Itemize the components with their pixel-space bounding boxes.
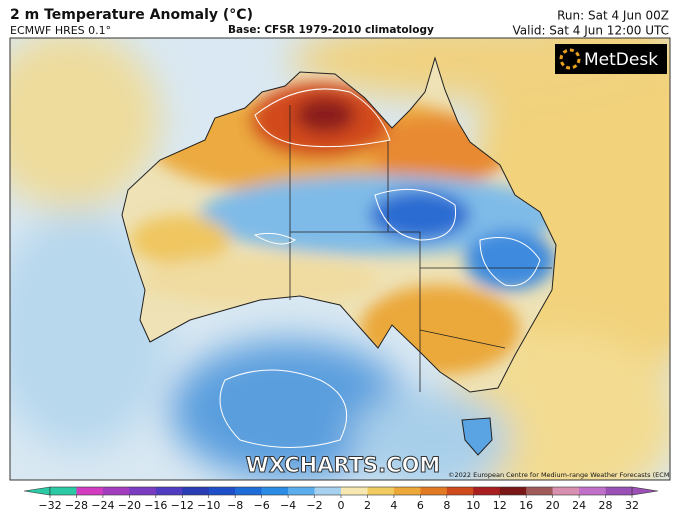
colorbar-tick-label: −10	[197, 499, 220, 512]
colorbar-segment	[129, 487, 157, 495]
colorbar-segment	[182, 487, 210, 495]
map-frame	[9, 37, 671, 481]
colorbar-tick-label: 12	[493, 499, 507, 512]
state-borders	[289, 105, 552, 392]
colorbar-segment	[261, 487, 289, 495]
anomaly-map: MetDesk WXCHARTS.COM ©2022 European Cent…	[10, 38, 680, 480]
colorbar-segment	[208, 487, 236, 495]
colorbar-segment	[341, 487, 368, 495]
colorbar-segment	[499, 487, 527, 495]
colorbar-segment	[50, 487, 77, 495]
run: Run: Sat 4 Jun 00Z	[557, 9, 669, 23]
colorbar-extend-high	[631, 486, 659, 496]
colorbar-tick-label: 6	[417, 499, 424, 512]
colorbar-segment	[420, 487, 448, 495]
colorbar-tick-label: 24	[572, 499, 586, 512]
colorbar-segment	[446, 487, 474, 495]
metdesk-logo: MetDesk	[555, 44, 667, 74]
colorbar-segment	[102, 487, 130, 495]
colorbar-segment	[155, 487, 183, 495]
colorbar-tick-label: 28	[599, 499, 613, 512]
contours	[219, 88, 541, 448]
colorbar-tick-label: 20	[546, 499, 560, 512]
colorbar-tick-label: −12	[171, 499, 194, 512]
colorbar-segment	[473, 487, 501, 495]
colorbar-segment	[367, 487, 395, 495]
colorbar-tick-label: −32	[38, 499, 61, 512]
tasmania	[461, 417, 493, 456]
colorbar-segment	[76, 487, 104, 495]
colorbar-tick-label: −28	[65, 499, 88, 512]
colorbar-tick-label: −4	[280, 499, 296, 512]
colorbar-tick-label: −16	[144, 499, 167, 512]
colorbar-tick-label: 32	[625, 499, 639, 512]
valid: Valid: Sat 4 Jun 12:00 UTC	[513, 24, 669, 38]
title: 2 m Temperature Anomaly (°C)	[10, 7, 253, 23]
colorbar-tick-label: 16	[519, 499, 533, 512]
colorbar-tick-label: 2	[364, 499, 371, 512]
colorbar-segment	[288, 487, 315, 495]
colorbar-tick-label: −24	[91, 499, 114, 512]
colorbar-tick-label: 8	[443, 499, 450, 512]
colorbar-tick-label: −20	[118, 499, 141, 512]
colorbar-segment	[393, 487, 421, 495]
colorbar-segment	[605, 487, 633, 495]
colorbar: −32 −28 −24 −20 −16 −12 −10 −8 −6 −4 −2 0 2 4 6 8 10 12 16…	[23, 486, 659, 512]
copyright: ©2022 European Centre for Medium-range W…	[448, 471, 680, 479]
colorbar-segment	[579, 487, 606, 495]
colorbar-tick-label: −8	[227, 499, 243, 512]
colorbar-extend-low	[23, 486, 51, 496]
colorbar-segment	[526, 487, 553, 495]
coastline	[121, 56, 557, 393]
colorbar-segment	[314, 487, 342, 495]
colorbar-tick-label: −6	[254, 499, 270, 512]
logo-text: MetDesk	[584, 50, 658, 70]
model: ECMWF HRES 0.1°	[10, 24, 111, 37]
base: Base: CFSR 1979-2010 climatology	[228, 24, 434, 36]
colorbar-segment	[552, 487, 580, 495]
colorbar-tick-label: 10	[466, 499, 480, 512]
colorbar-segment	[235, 487, 262, 495]
colorbar-tick-label: −2	[306, 499, 322, 512]
colorbar-tick-label: 4	[390, 499, 397, 512]
colorbar-tick-label: 0	[338, 499, 345, 512]
watermark: WXCHARTS.COM	[246, 453, 441, 477]
